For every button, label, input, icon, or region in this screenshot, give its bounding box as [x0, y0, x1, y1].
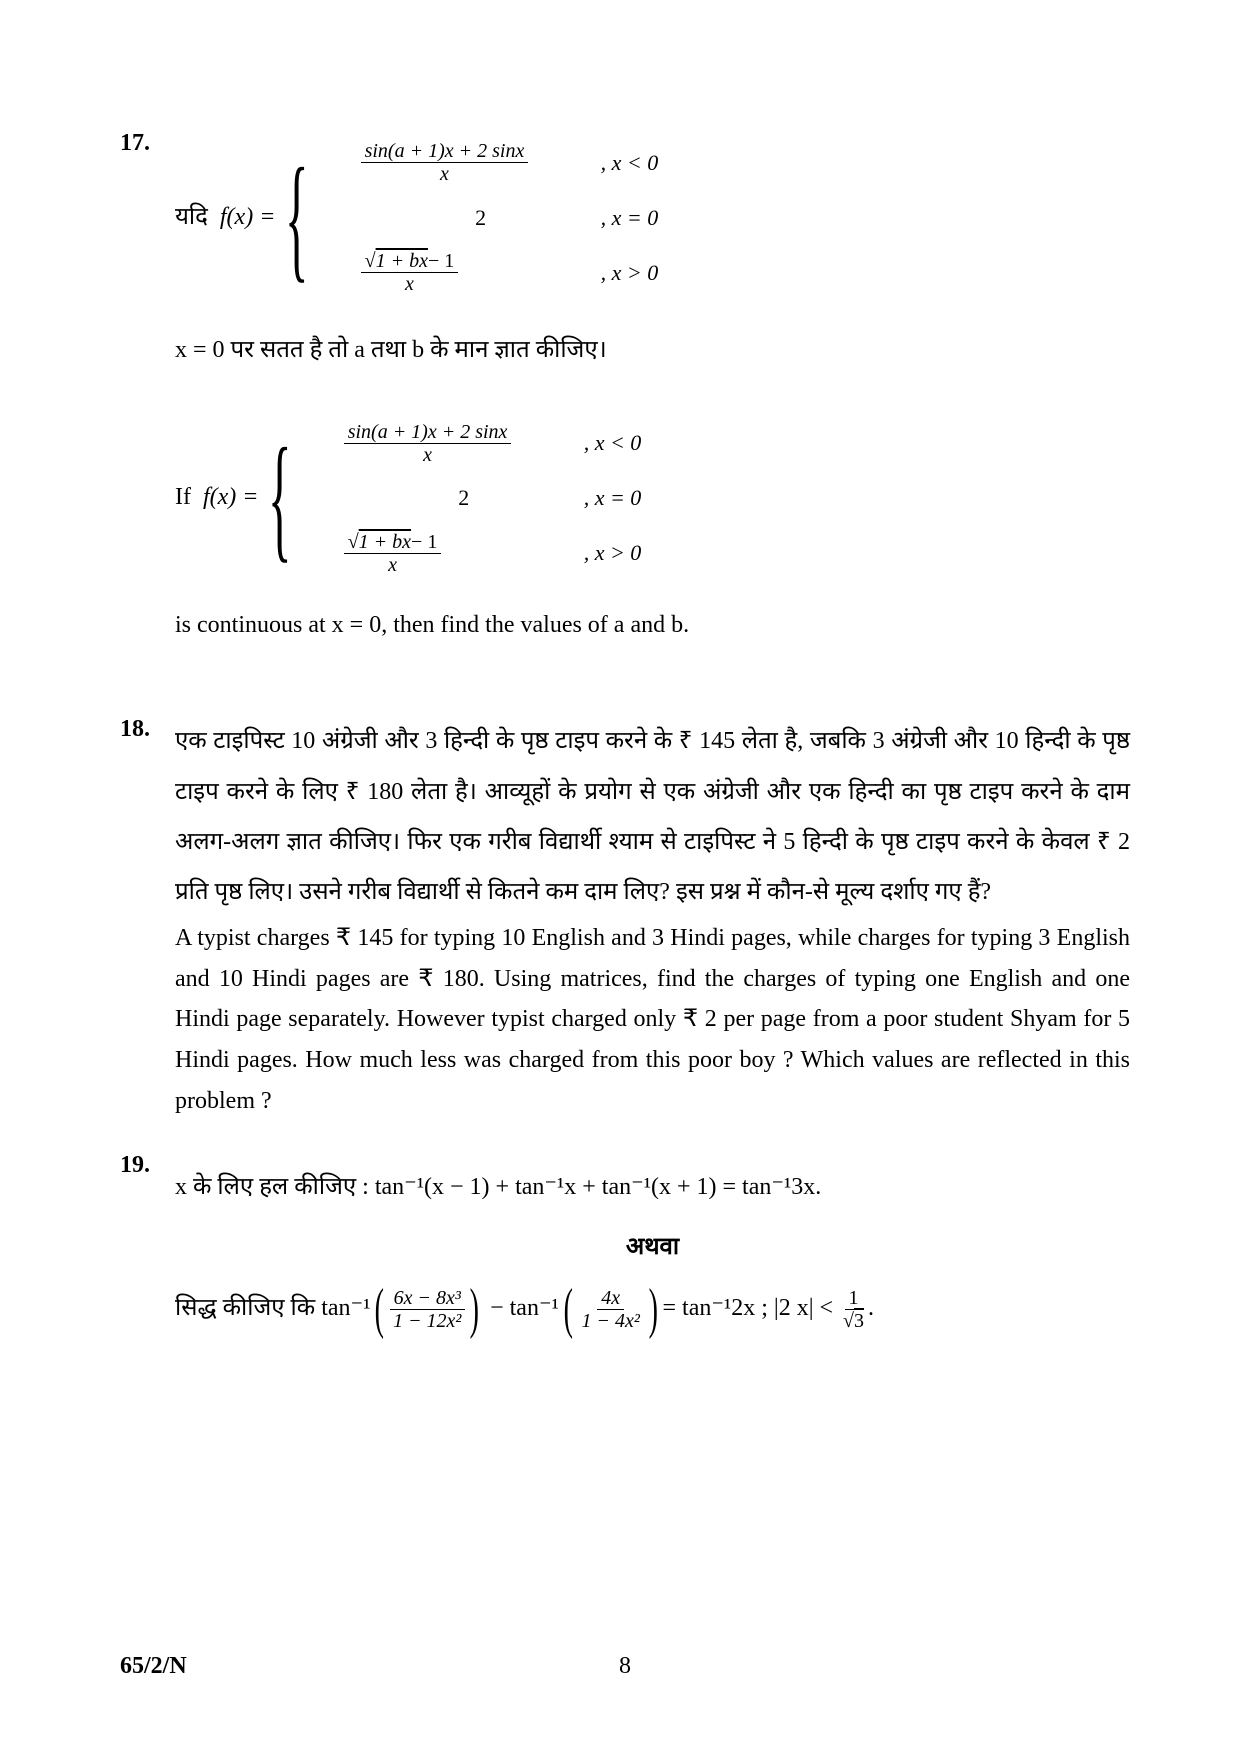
suffix: − 1 [428, 250, 454, 272]
cases: sin(a + 1)x + 2 sinx x , x < 0 2 , x = 0 [361, 135, 659, 300]
minus: − [484, 1295, 510, 1321]
case-expr: √1 + bx− 1 x [344, 530, 584, 575]
rhs: = tan⁻¹2x ; |2 x| < [663, 1295, 834, 1321]
frac2: 4x 1 − 4x² [577, 1287, 643, 1332]
case-row: 2 , x = 0 [361, 190, 659, 245]
tan-inv: tan⁻¹ [321, 1295, 370, 1321]
page-number: 8 [619, 1653, 631, 1680]
if-hindi: यदि [175, 192, 208, 242]
numerator: 6x − 8x³ [390, 1287, 465, 1310]
rhs-frac: 1 √3 [839, 1287, 868, 1332]
sqrt-content: 1 + bx [376, 250, 428, 272]
brace-icon: { [268, 438, 292, 557]
q19-line1: x के लिए हल कीजिए : tan⁻¹(x − 1) + tan⁻¹… [175, 1162, 1130, 1212]
case-cond: , x > 0 [601, 252, 659, 294]
paper-code: 65/2/N [120, 1653, 187, 1680]
q18-hindi: एक टाइपिस्ट 10 अंग्रेजी और 3 हिन्दी के प… [175, 716, 1130, 918]
denominator: √3 [839, 1310, 868, 1332]
numerator: sin(a + 1)x + 2 sinx [348, 421, 508, 443]
question-number: 19. [120, 1152, 175, 1179]
denominator: x [384, 554, 401, 576]
question-body: एक टाइपिस्ट 10 अंग्रेजी और 3 हिन्दी के प… [175, 716, 1130, 1122]
page-footer: 65/2/N 8 [120, 1653, 1130, 1680]
question-number: 18. [120, 716, 175, 743]
brace-icon: { [285, 158, 309, 277]
denominator: 1 − 12x² [389, 1310, 465, 1332]
q18-english: A typist charges ₹ 145 for typing 10 Eng… [175, 918, 1130, 1122]
question-19: 19. x के लिए हल कीजिए : tan⁻¹(x − 1) + t… [120, 1152, 1130, 1343]
case-cond: , x = 0 [584, 477, 642, 519]
sqrt-content: 1 + bx [359, 531, 411, 553]
denominator: x [401, 273, 418, 295]
case-cond: , x < 0 [601, 142, 659, 184]
tan-inv: tan⁻¹ [510, 1295, 559, 1321]
case-cond: , x = 0 [601, 197, 659, 239]
case-cond: , x > 0 [584, 532, 642, 574]
numerator: 4x [597, 1287, 624, 1310]
case-row: 2 , x = 0 [344, 470, 642, 525]
numerator: sin(a + 1)x + 2 sinx [365, 140, 525, 162]
numerator: 1 [845, 1287, 863, 1310]
q19-prove-prefix: सिद्ध कीजिए कि [175, 1295, 321, 1321]
q17-english-line: is continuous at x = 0, then find the va… [175, 605, 1130, 646]
case-expr: sin(a + 1)x + 2 sinx x [344, 420, 584, 465]
denominator: x [436, 163, 453, 185]
case-row: sin(a + 1)x + 2 sinx x , x < 0 [344, 415, 642, 470]
case-expr: 2 [361, 197, 601, 239]
case-expr: 2 [344, 477, 584, 519]
question-number: 17. [120, 130, 175, 157]
fx-label: f(x) = [203, 475, 259, 521]
cases: sin(a + 1)x + 2 sinx x , x < 0 2 , x = 0 [344, 415, 642, 580]
case-cond: , x < 0 [584, 422, 642, 464]
exam-page: 17. यदि f(x) = { sin(a + 1)x + 2 sinx x [0, 0, 1240, 1755]
q19-eq1: tan⁻¹(x − 1) + tan⁻¹x + tan⁻¹(x + 1) = t… [375, 1174, 821, 1200]
period: . [868, 1295, 874, 1321]
denominator: x [419, 444, 436, 466]
if-english: If [175, 475, 191, 521]
question-17: 17. यदि f(x) = { sin(a + 1)x + 2 sinx x [120, 130, 1130, 686]
case-row: √1 + bx− 1 x , x > 0 [344, 525, 642, 580]
q19-hindi-prefix: x के लिए हल कीजिए : [175, 1174, 375, 1200]
suffix: − 1 [411, 531, 437, 553]
or-label: अथवा [175, 1222, 1130, 1272]
sqrt-content: 3 [854, 1310, 864, 1332]
case-expr: √1 + bx− 1 x [361, 250, 601, 295]
frac1: 6x − 8x³ 1 − 12x² [389, 1287, 465, 1332]
case-expr: sin(a + 1)x + 2 sinx x [361, 140, 601, 185]
case-row: √1 + bx− 1 x , x > 0 [361, 245, 659, 300]
question-body: x के लिए हल कीजिए : tan⁻¹(x − 1) + tan⁻¹… [175, 1152, 1130, 1343]
denominator: 1 − 4x² [577, 1310, 643, 1332]
q17-hindi-line: x = 0 पर सतत है तो a तथा b के मान ज्ञात … [175, 325, 1130, 375]
piecewise-english: If f(x) = { sin(a + 1)x + 2 sinx x , x <… [175, 415, 1130, 580]
question-18: 18. एक टाइपिस्ट 10 अंग्रेजी और 3 हिन्दी … [120, 716, 1130, 1122]
case-row: sin(a + 1)x + 2 sinx x , x < 0 [361, 135, 659, 190]
piecewise-hindi: यदि f(x) = { sin(a + 1)x + 2 sinx x , x … [175, 135, 1130, 300]
fx-label: f(x) = [220, 195, 276, 241]
q19-line2: सिद्ध कीजिए कि tan⁻¹( 6x − 8x³ 1 − 12x² … [175, 1283, 1130, 1333]
question-body: यदि f(x) = { sin(a + 1)x + 2 sinx x , x … [175, 130, 1130, 686]
